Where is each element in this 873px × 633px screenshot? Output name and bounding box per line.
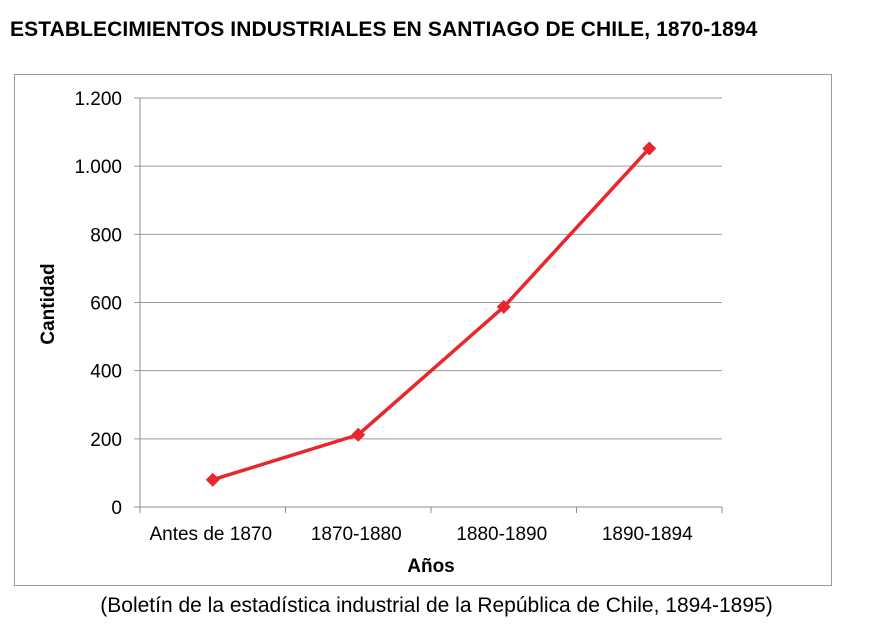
y-tick-label: 1.200 bbox=[74, 89, 122, 110]
y-axis-title: Cantidad bbox=[38, 263, 59, 344]
data-point-marker bbox=[205, 472, 220, 487]
gridlines bbox=[134, 97, 723, 513]
chart-title: ESTABLECIMIENTOS INDUSTRIALES EN SANTIAG… bbox=[10, 18, 758, 41]
y-tick-label: 200 bbox=[90, 430, 122, 451]
x-axis-title: Años bbox=[407, 556, 455, 577]
data-point-marker bbox=[642, 141, 657, 156]
y-tick-label: 600 bbox=[90, 294, 122, 315]
y-tick-label: 0 bbox=[111, 498, 122, 519]
series-markers bbox=[205, 141, 657, 487]
x-tick-label: 1870-1880 bbox=[311, 524, 402, 545]
chart-frame bbox=[14, 74, 832, 586]
x-tick-label: Antes de 1870 bbox=[149, 524, 272, 545]
x-tick-label: 1880-1890 bbox=[456, 524, 547, 545]
series-line-path bbox=[212, 147, 651, 482]
x-tick-label: 1890-1894 bbox=[602, 524, 693, 545]
y-tick-labels: 0 200 400 600 800 1.000 1.200 bbox=[74, 89, 122, 519]
series-line bbox=[212, 147, 651, 482]
x-tick-labels: Antes de 1870 1870-1880 1880-1890 1890-1894 bbox=[149, 524, 693, 545]
source-note: (Boletín de la estadística industrial de… bbox=[100, 594, 773, 617]
y-tick-label: 1.000 bbox=[74, 157, 122, 178]
y-tick-label: 400 bbox=[90, 362, 122, 383]
data-point-marker bbox=[351, 427, 366, 442]
data-point-marker bbox=[496, 299, 511, 314]
y-tick-label: 800 bbox=[90, 225, 122, 246]
